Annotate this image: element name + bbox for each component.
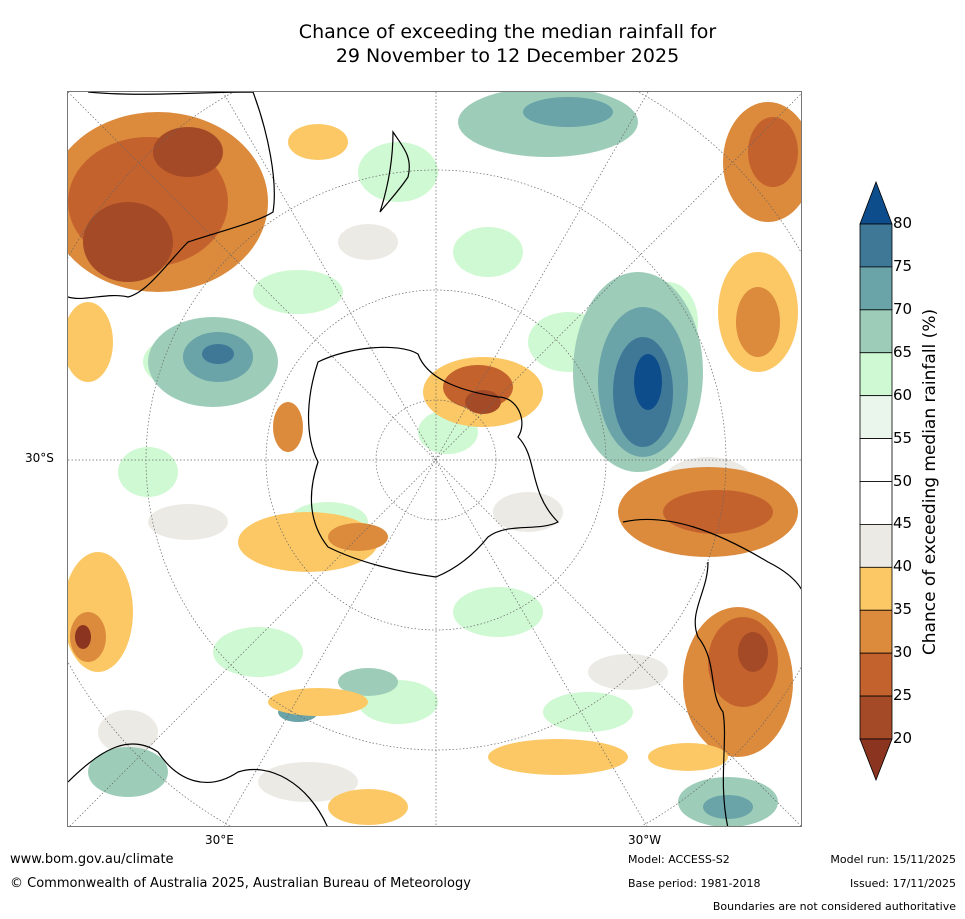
colorbar-tick-label: 60 [893,385,913,404]
disclaimer-text: Boundaries are not considered authoritat… [712,900,956,913]
colorbar-tick-label: 25 [893,686,913,705]
colorbar-tick-label: 70 [893,299,913,318]
website-text: www.bom.gov.au/climate [10,852,174,867]
dry-areas [68,102,801,825]
colorbar-tick-label: 50 [893,471,913,490]
colorbar-cell [859,266,893,311]
map-svg [68,92,801,826]
colorbar-cell [859,524,893,568]
colorbar-tick-label: 20 [893,729,913,747]
colorbar-cell [859,309,893,354]
title-line-2: 29 November to 12 December 2025 [335,45,680,67]
colorbar-cell [859,352,893,397]
australia-coast [68,92,275,300]
colorbar-tick-label: 65 [893,342,913,361]
antarctica-coast [307,346,560,578]
map-title: Chance of exceeding the median rainfall … [0,20,965,68]
new-zealand [379,130,410,213]
model-text: Model: ACCESS-S2 [628,853,730,866]
longitude-label-30w: 30°W [628,833,662,847]
colorbar-cell [859,566,893,611]
colorbar [859,180,893,782]
south-america [622,518,801,826]
latitude-label-30s: 30°S [25,451,54,465]
colorbar-tick-label: 35 [893,600,913,619]
colorbar-upper-arrow [859,180,893,225]
colorbar-tick-label: 55 [893,428,913,447]
colorbar-tick-label: 45 [893,514,913,533]
longitude-label-30e: 30°E [205,833,234,847]
colorbar-cells [859,223,893,740]
colorbar-tick-label: 80 [893,214,913,232]
wet-areas [88,92,778,826]
colorbar-label: Chance of exceeding median rainfall (%) [920,308,940,656]
colorbar-cell [859,395,893,439]
coastlines [68,92,801,826]
colorbar-cell [859,438,893,482]
graticule [68,92,801,826]
colorbar-cell [859,223,893,268]
africa [68,743,328,826]
colorbar-tick-label: 75 [893,256,913,275]
colorbar-cell [859,609,893,654]
base-period-text: Base period: 1981-2018 [628,877,761,890]
colorbar-lower-arrow [859,738,893,782]
colorbar-cell [859,652,893,697]
model-run-text: Model run: 15/11/2025 [830,853,956,866]
colorbar-tick-label: 30 [893,643,913,662]
issued-text: Issued: 17/11/2025 [849,877,956,890]
colorbar-tick-label: 40 [893,557,913,576]
rainfall-map [67,91,802,827]
copyright-text: © Commonwealth of Australia 2025, Austra… [10,876,471,891]
colorbar-cell [859,481,893,525]
colorbar-cell [859,695,893,740]
title-line-1: Chance of exceeding the median rainfall … [298,21,717,43]
